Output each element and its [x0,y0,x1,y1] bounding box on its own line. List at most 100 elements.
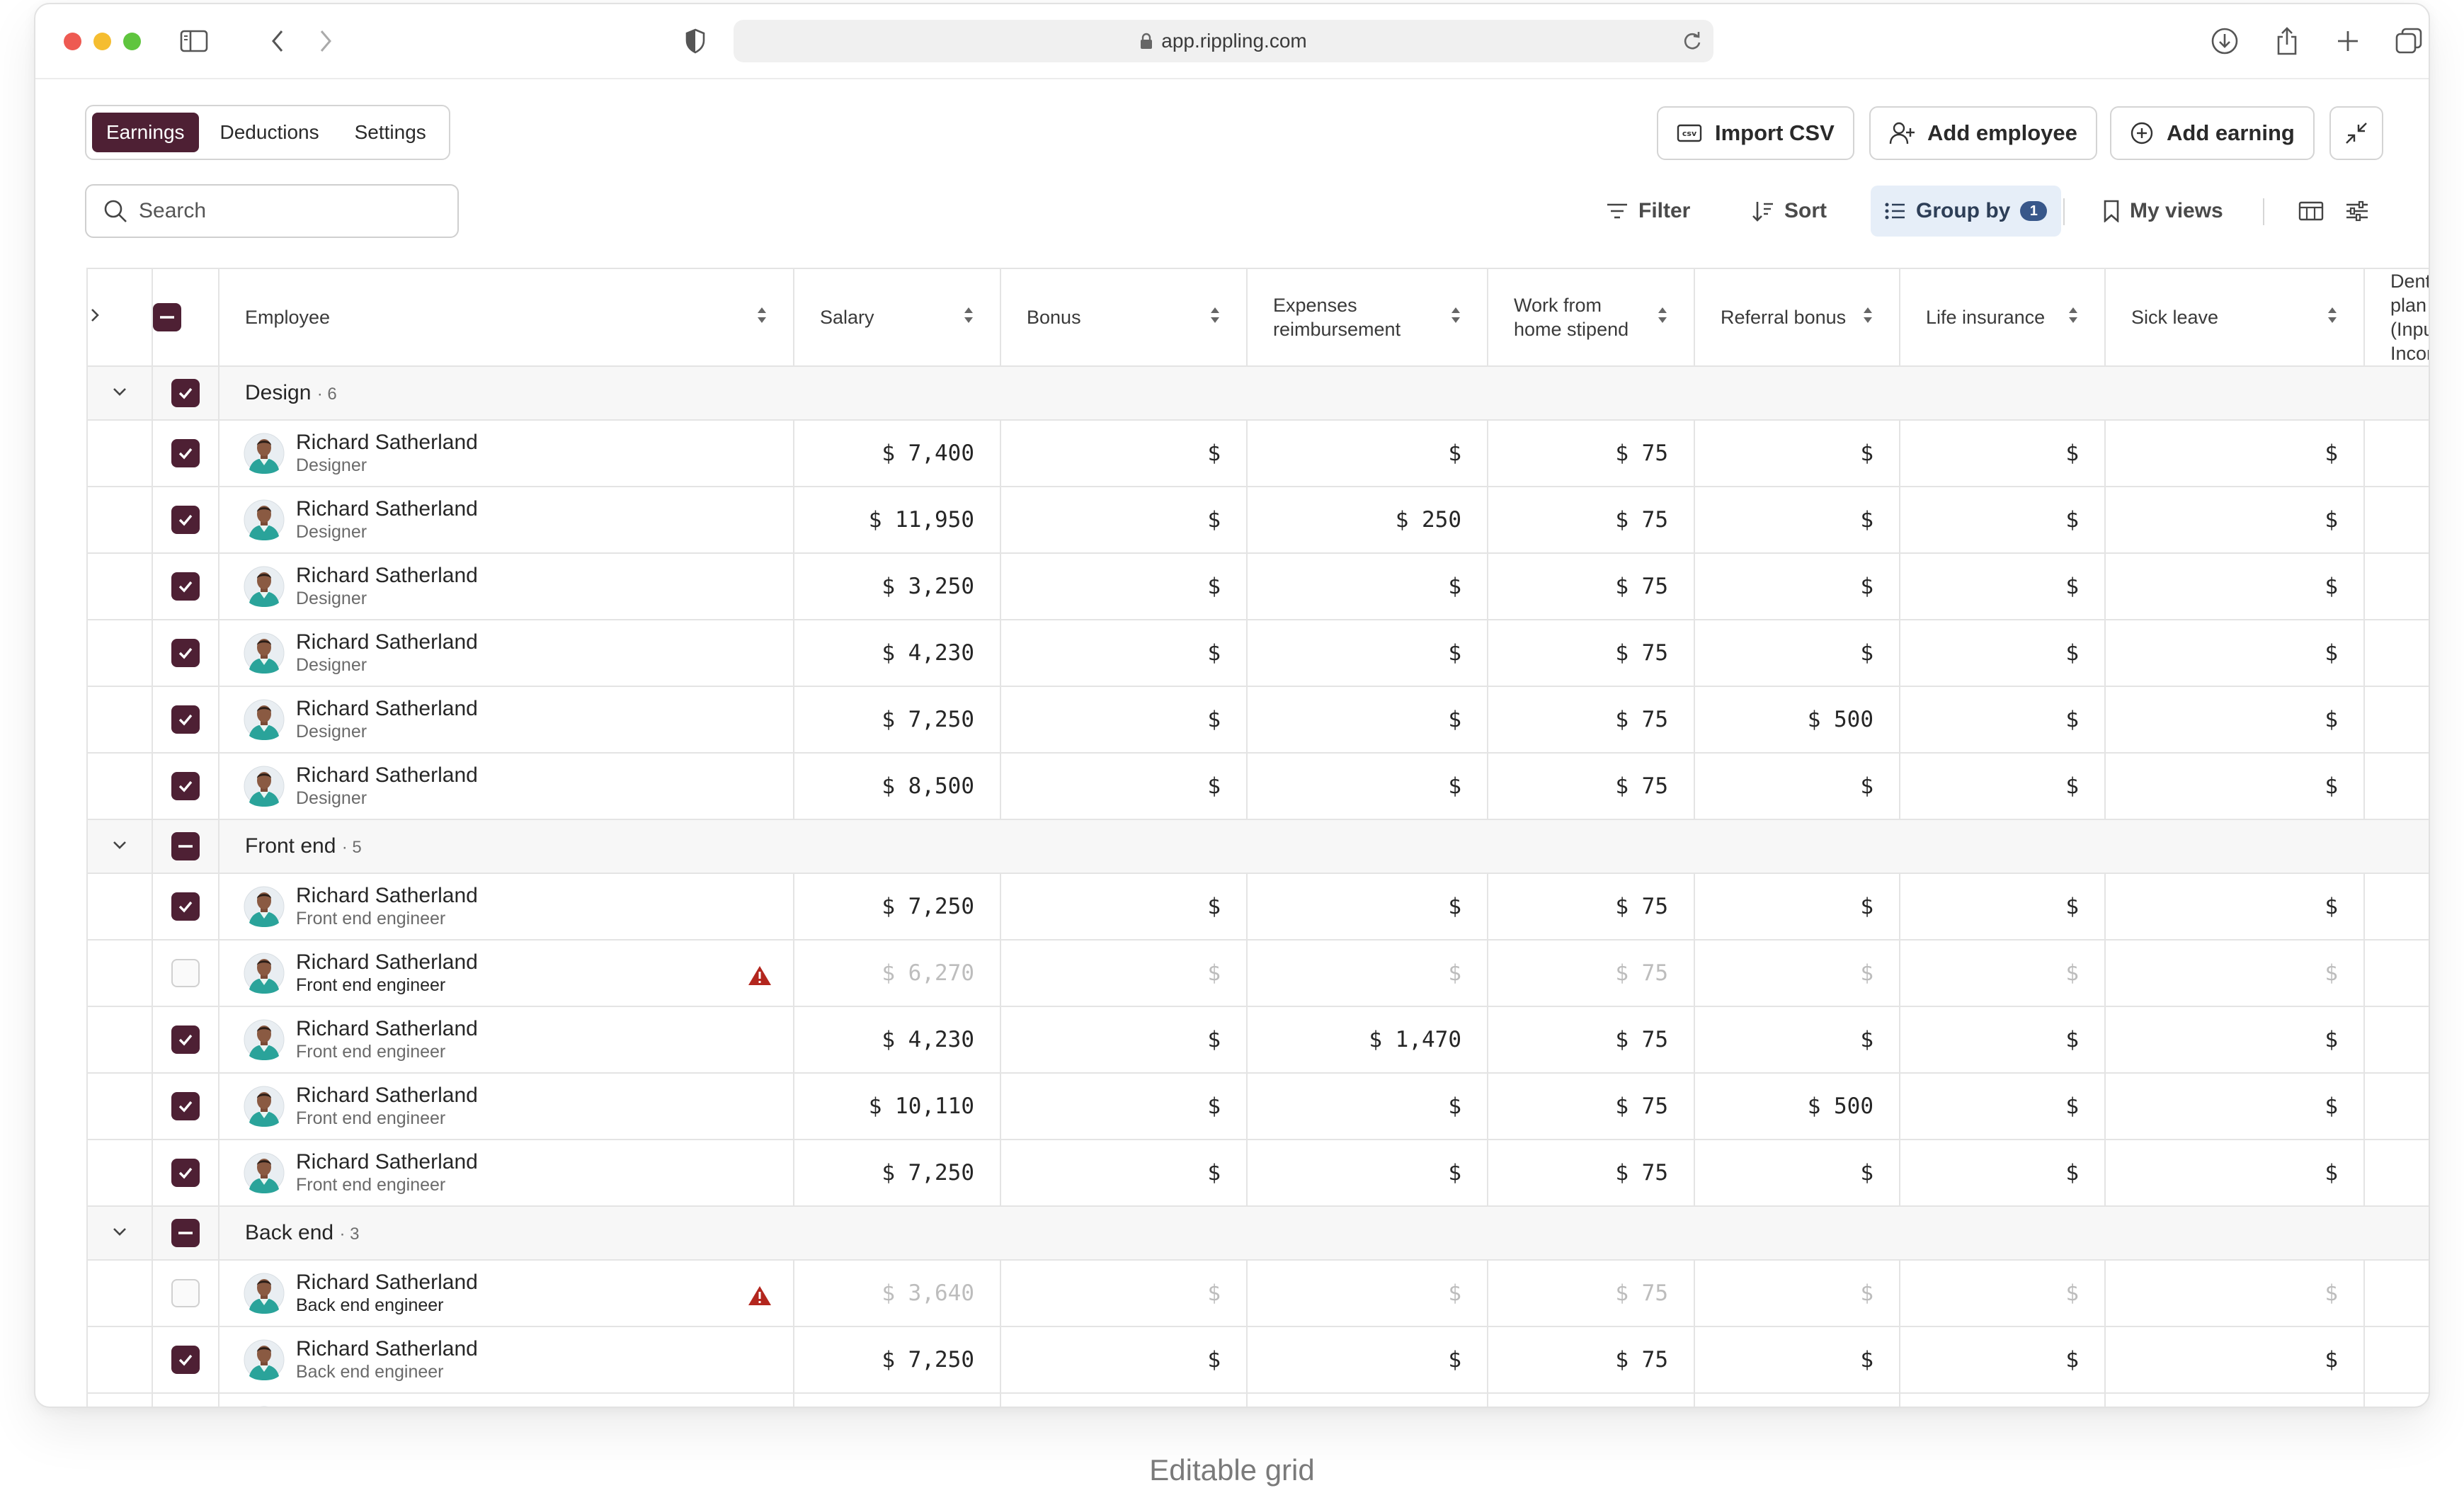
earning-cell[interactable]: $ 7,250 [793,873,1002,941]
tab-earnings[interactable]: Earnings [92,113,199,152]
earning-cell[interactable]: $ [1694,552,1901,620]
earning-cell[interactable]: $ [2363,486,2429,554]
group-toggle-button[interactable] [86,365,153,421]
earning-cell[interactable]: $ [1246,1072,1489,1140]
earning-cell[interactable]: $ [1899,939,2106,1007]
warning-icon[interactable] [748,1285,772,1309]
earning-cell[interactable]: $ [1000,619,1248,687]
sort-arrows-icon[interactable] [1209,306,1221,329]
row-checkbox[interactable] [171,506,200,534]
earning-cell[interactable]: $ [1000,1259,1248,1327]
earning-cell[interactable]: $ [1694,1259,1901,1327]
earning-cell[interactable]: $ 10,110 [793,1072,1002,1140]
group-toggle-button[interactable] [86,1205,153,1261]
earning-cell[interactable]: $ 75 [1487,419,1696,487]
tab-settings[interactable]: Settings [354,121,426,143]
earning-cell[interactable]: $ [2104,419,2366,487]
search-input[interactable] [139,199,436,223]
employee-cell[interactable]: Richard Satherland Back end engineer [217,1326,795,1394]
view-settings-button[interactable] [2345,186,2369,237]
row-checkbox[interactable] [171,1092,200,1120]
earning-cell[interactable]: $ 75 [1487,752,1696,820]
earning-cell[interactable]: $ [1246,619,1489,687]
column-header[interactable]: Salary [793,268,1002,367]
column-header[interactable]: Dental plan (Inputed Income) [2363,268,2429,367]
earning-cell[interactable]: $ [1000,1072,1248,1140]
group-by-button[interactable]: Group by 1 [1871,186,2062,237]
add-employee-button[interactable]: Add employee [1869,106,2097,160]
column-layout-button[interactable] [2298,186,2324,237]
sort-arrows-icon[interactable] [2067,306,2079,329]
group-checkbox[interactable] [171,379,200,407]
earning-cell[interactable]: $ [1000,873,1248,941]
earning-cell[interactable]: $ 4,230 [793,1006,1002,1074]
employee-cell[interactable]: Richard Satherland Back end engineer [217,1259,795,1327]
row-checkbox[interactable] [171,1159,200,1187]
group-checkbox[interactable] [171,832,200,860]
new-tab-icon[interactable] [2332,25,2363,57]
employee-cell[interactable]: Richard Satherland Front end engineer [217,1139,795,1207]
earning-cell[interactable]: $ 11,950 [793,486,1002,554]
back-icon[interactable] [262,25,293,57]
earning-cell[interactable]: $ [1694,1139,1901,1207]
earning-cell[interactable]: $ [1899,1006,2106,1074]
my-views-button[interactable]: My views [2103,186,2223,237]
earning-cell[interactable]: $ [2363,686,2429,754]
row-checkbox[interactable] [171,1279,200,1307]
earning-cell[interactable]: $ [2104,1392,2366,1407]
row-checkbox[interactable] [171,572,200,601]
earning-cell[interactable]: $ 500 [1694,686,1901,754]
earning-cell[interactable]: $ 7,250 [793,686,1002,754]
earning-cell[interactable]: $ [1000,1006,1248,1074]
earning-cell[interactable]: $ [1899,1392,2106,1407]
earning-cell[interactable]: $ [1000,486,1248,554]
earning-cell[interactable]: $ [1899,1139,2106,1207]
row-checkbox[interactable] [171,705,200,734]
earning-cell[interactable]: $ 500 [1694,1072,1901,1140]
close-window-button[interactable] [64,33,81,50]
sort-arrows-icon[interactable] [1450,306,1461,329]
earning-cell[interactable]: $ [1246,1139,1489,1207]
earning-cell[interactable]: $ [1246,419,1489,487]
column-header[interactable]: Expenses reimbursement [1246,268,1489,367]
earning-cell[interactable]: $ [1000,752,1248,820]
earning-cell[interactable]: $ [2104,1006,2366,1074]
earning-cell[interactable]: $ [1000,686,1248,754]
earning-cell[interactable]: $ [1899,486,2106,554]
column-header[interactable]: Bonus [1000,268,1248,367]
earning-cell[interactable]: $ [1246,1259,1489,1327]
earning-cell[interactable]: $ 75 [1487,1392,1696,1407]
earning-cell[interactable]: $ 3,250 [793,552,1002,620]
earning-cell[interactable]: $ [2363,1326,2429,1394]
earning-cell[interactable]: $ [1694,619,1901,687]
earning-cell[interactable]: $ [1899,552,2106,620]
earning-cell[interactable]: $ [1246,686,1489,754]
earning-cell[interactable]: $ [2104,686,2366,754]
earning-cell[interactable]: $ [1246,873,1489,941]
row-checkbox[interactable] [171,639,200,667]
forward-icon[interactable] [310,25,341,57]
column-header[interactable]: Referral bonus [1694,268,1901,367]
earning-cell[interactable]: $ [2104,1072,2366,1140]
earning-cell[interactable]: $ [1246,1326,1489,1394]
earning-cell[interactable]: $ [1899,686,2106,754]
earning-cell[interactable]: $ 75 [1487,1006,1696,1074]
sort-arrows-icon[interactable] [756,306,768,329]
tab-deductions[interactable]: Deductions [219,121,319,143]
earning-cell[interactable]: $ 6,270 [793,939,1002,1007]
earning-cell[interactable]: $ 75 [1487,873,1696,941]
minimize-window-button[interactable] [93,33,111,50]
earning-cell[interactable]: $ [1899,1326,2106,1394]
earning-cell[interactable]: $ [1246,752,1489,820]
earning-cell[interactable]: $ 75 [1487,1139,1696,1207]
reload-icon[interactable] [1681,30,1704,52]
earning-cell[interactable]: $ [1246,552,1489,620]
sort-arrows-icon[interactable] [963,306,974,329]
tab-overview-icon[interactable] [2393,25,2424,57]
